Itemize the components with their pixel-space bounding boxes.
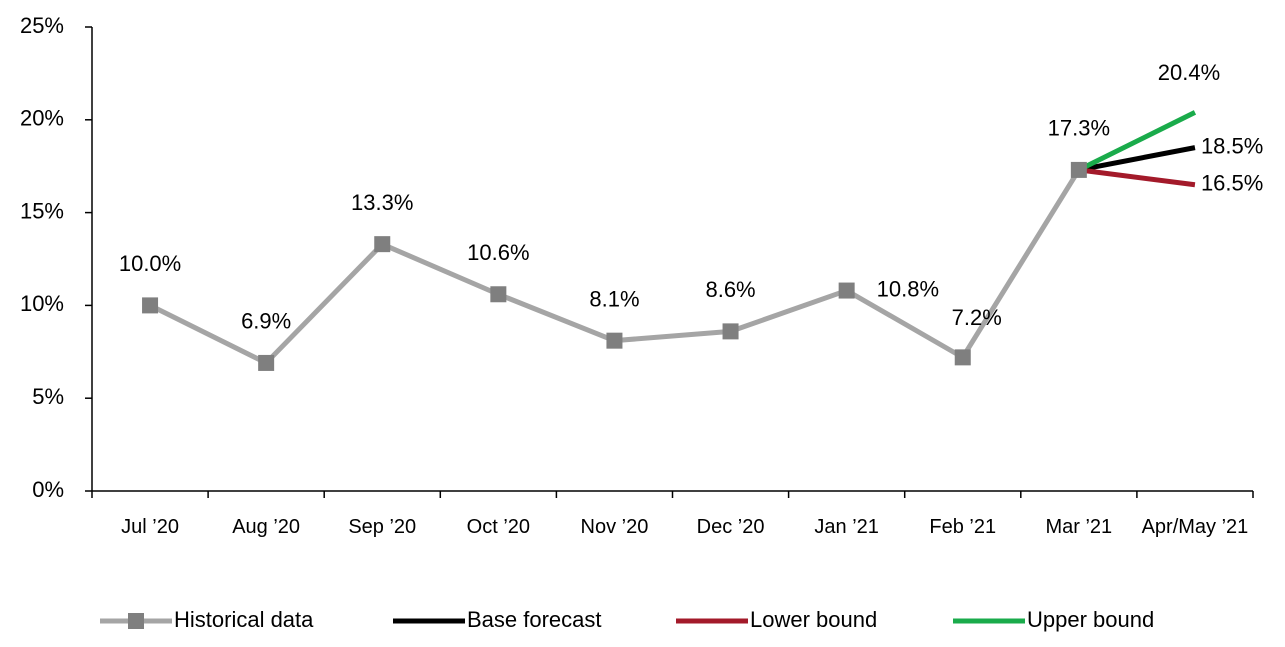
legend-label: Historical data (174, 607, 314, 632)
y-tick-label: 5% (32, 384, 64, 409)
marker (1070, 161, 1087, 178)
y-tick-label: 20% (20, 106, 64, 131)
legend-label: Lower bound (750, 607, 877, 632)
marker (722, 323, 739, 340)
marker (258, 354, 275, 371)
y-tick-label: 25% (20, 13, 64, 38)
x-tick-label: Apr/May ’21 (1141, 516, 1249, 538)
legend-label: Upper bound (1027, 607, 1154, 632)
x-tick-label: Feb ’21 (929, 516, 997, 538)
line-series (1078, 145, 1196, 173)
x-tick-label: Sep ’20 (348, 516, 417, 538)
x-tick-label: Dec ’20 (696, 516, 765, 538)
marker (490, 286, 507, 303)
line-series (1078, 167, 1196, 188)
legend-label: Base forecast (467, 607, 602, 632)
marker (142, 297, 159, 314)
marker (954, 349, 971, 366)
marker (838, 282, 855, 299)
value-label: 17.3% (1048, 116, 1110, 141)
value-label: 10.0% (119, 251, 181, 276)
value-label: 8.6% (705, 277, 755, 302)
value-label: 18.5% (1201, 133, 1263, 158)
value-label: 16.5% (1201, 171, 1263, 196)
x-tick-label: Jan ’21 (814, 516, 879, 538)
marker (374, 236, 391, 253)
x-tick-label: Nov ’20 (580, 516, 649, 538)
y-tick-label: 10% (20, 291, 64, 316)
value-label: 20.4% (1158, 60, 1220, 85)
value-label: 10.6% (467, 240, 529, 265)
x-tick-label: Mar ’21 (1045, 516, 1113, 538)
value-label: 7.2% (952, 305, 1002, 330)
line-series (1077, 110, 1197, 173)
value-label: 8.1% (589, 286, 639, 311)
x-tick-label: Oct ’20 (466, 516, 531, 538)
marker (606, 332, 623, 349)
x-tick-label: Aug ’20 (232, 516, 301, 538)
value-label: 13.3% (351, 190, 413, 215)
y-tick-label: 15% (20, 198, 64, 223)
value-label: 10.8% (877, 276, 939, 301)
y-tick-label: 0% (32, 477, 64, 502)
value-label: 6.9% (241, 309, 291, 334)
legend-marker (128, 613, 144, 629)
x-tick-label: Jul ’20 (121, 516, 179, 538)
